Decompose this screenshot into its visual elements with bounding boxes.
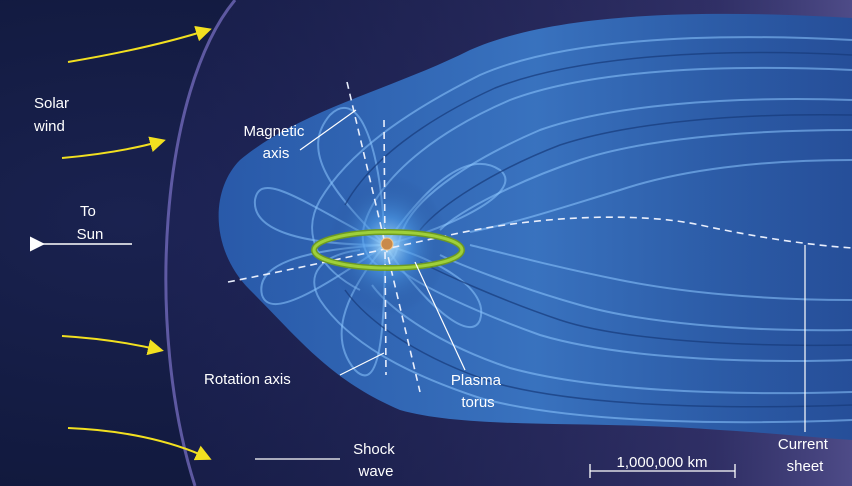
plasma-torus-leader	[414, 261, 466, 371]
scale-bar-label: 1,000,000 km	[617, 454, 708, 471]
magnetic-axis-line	[346, 81, 421, 393]
magnetic-axis-leader	[299, 109, 357, 151]
solar-wind-arrows	[61, 25, 212, 461]
current-sheet-line	[227, 216, 852, 283]
magnetic-axis-label: Magnetic axis	[243, 123, 308, 162]
rotation-axis-line	[383, 119, 387, 376]
torus-front	[312, 230, 464, 270]
current-sheet-label: Current sheet	[778, 436, 832, 475]
leader-lines	[255, 109, 806, 460]
plasma-torus	[311, 229, 465, 271]
to-sun-label: To Sun	[77, 203, 104, 243]
solar-wind-arrow	[67, 427, 212, 461]
solar-wind-arrow	[67, 25, 212, 63]
planet-icon	[380, 237, 394, 251]
magnetosphere	[218, 13, 852, 440]
shock-wave-label: Shock wave	[353, 441, 399, 480]
solar-wind-label: Solar wind	[33, 95, 73, 135]
plasma-torus-label: Plasma torus	[451, 372, 505, 411]
solar-wind-arrow	[61, 335, 164, 356]
scale-bar	[589, 464, 736, 478]
rotation-axis-leader	[339, 352, 385, 376]
bow-shock-edge	[164, 0, 237, 486]
solar-wind-arrow	[61, 136, 166, 159]
rotation-axis-label: Rotation axis	[204, 371, 291, 388]
